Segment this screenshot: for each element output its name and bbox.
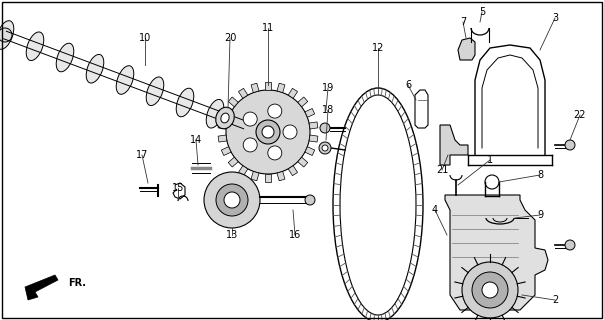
Text: 3: 3 bbox=[552, 13, 558, 23]
Circle shape bbox=[268, 104, 282, 118]
Ellipse shape bbox=[206, 100, 223, 128]
Text: 22: 22 bbox=[574, 110, 586, 120]
Polygon shape bbox=[305, 147, 315, 156]
Polygon shape bbox=[288, 88, 298, 98]
Circle shape bbox=[0, 28, 12, 42]
Polygon shape bbox=[265, 174, 271, 182]
Circle shape bbox=[565, 240, 575, 250]
Circle shape bbox=[319, 142, 331, 154]
Text: 9: 9 bbox=[537, 210, 543, 220]
Text: 21: 21 bbox=[436, 165, 448, 175]
Circle shape bbox=[262, 126, 274, 138]
Circle shape bbox=[243, 138, 257, 152]
Circle shape bbox=[283, 125, 297, 139]
Text: 18: 18 bbox=[322, 105, 334, 115]
Circle shape bbox=[226, 90, 310, 174]
Polygon shape bbox=[239, 88, 248, 98]
Ellipse shape bbox=[236, 111, 254, 139]
Polygon shape bbox=[228, 157, 238, 167]
Circle shape bbox=[204, 172, 260, 228]
Text: 13: 13 bbox=[226, 230, 238, 240]
Ellipse shape bbox=[333, 88, 423, 320]
Polygon shape bbox=[228, 97, 238, 107]
Polygon shape bbox=[218, 135, 227, 142]
Text: 15: 15 bbox=[172, 183, 184, 193]
Text: 2: 2 bbox=[552, 295, 558, 305]
Text: 7: 7 bbox=[460, 17, 466, 27]
Ellipse shape bbox=[26, 32, 43, 60]
Ellipse shape bbox=[216, 107, 234, 129]
Ellipse shape bbox=[340, 95, 416, 315]
Polygon shape bbox=[298, 97, 308, 107]
Text: 6: 6 bbox=[405, 80, 411, 90]
Text: 20: 20 bbox=[224, 33, 236, 43]
Text: 12: 12 bbox=[372, 43, 384, 53]
Circle shape bbox=[472, 272, 508, 308]
Text: 19: 19 bbox=[322, 83, 334, 93]
Circle shape bbox=[462, 262, 518, 318]
Ellipse shape bbox=[116, 66, 133, 94]
Circle shape bbox=[243, 112, 257, 126]
Polygon shape bbox=[25, 275, 58, 300]
Polygon shape bbox=[251, 172, 259, 181]
Polygon shape bbox=[298, 157, 308, 167]
Circle shape bbox=[305, 195, 315, 205]
Polygon shape bbox=[309, 122, 318, 129]
Polygon shape bbox=[221, 147, 231, 156]
Text: 5: 5 bbox=[479, 7, 485, 17]
Circle shape bbox=[216, 184, 248, 216]
Circle shape bbox=[320, 123, 330, 133]
Ellipse shape bbox=[176, 88, 194, 117]
Text: 4: 4 bbox=[432, 205, 438, 215]
Circle shape bbox=[565, 140, 575, 150]
Text: 17: 17 bbox=[136, 150, 148, 160]
Polygon shape bbox=[277, 83, 285, 92]
Ellipse shape bbox=[0, 21, 14, 49]
Polygon shape bbox=[440, 125, 468, 165]
Polygon shape bbox=[239, 166, 248, 176]
Ellipse shape bbox=[86, 54, 104, 83]
Ellipse shape bbox=[56, 43, 74, 72]
Ellipse shape bbox=[221, 113, 229, 123]
Ellipse shape bbox=[146, 77, 164, 106]
Circle shape bbox=[322, 145, 328, 151]
Text: 1: 1 bbox=[487, 155, 493, 165]
Polygon shape bbox=[309, 135, 318, 142]
Polygon shape bbox=[251, 83, 259, 92]
Circle shape bbox=[268, 146, 282, 160]
Polygon shape bbox=[277, 172, 285, 181]
Polygon shape bbox=[221, 108, 231, 117]
Polygon shape bbox=[218, 122, 227, 129]
Text: 8: 8 bbox=[537, 170, 543, 180]
Text: 10: 10 bbox=[139, 33, 151, 43]
Text: FR.: FR. bbox=[68, 278, 86, 288]
Text: 16: 16 bbox=[289, 230, 301, 240]
Polygon shape bbox=[445, 195, 548, 310]
Text: 14: 14 bbox=[190, 135, 202, 145]
Circle shape bbox=[482, 282, 498, 298]
Text: 11: 11 bbox=[262, 23, 274, 33]
Polygon shape bbox=[305, 108, 315, 117]
Polygon shape bbox=[265, 82, 271, 90]
Polygon shape bbox=[288, 166, 298, 176]
Circle shape bbox=[224, 192, 240, 208]
Circle shape bbox=[256, 120, 280, 144]
Polygon shape bbox=[458, 38, 475, 60]
